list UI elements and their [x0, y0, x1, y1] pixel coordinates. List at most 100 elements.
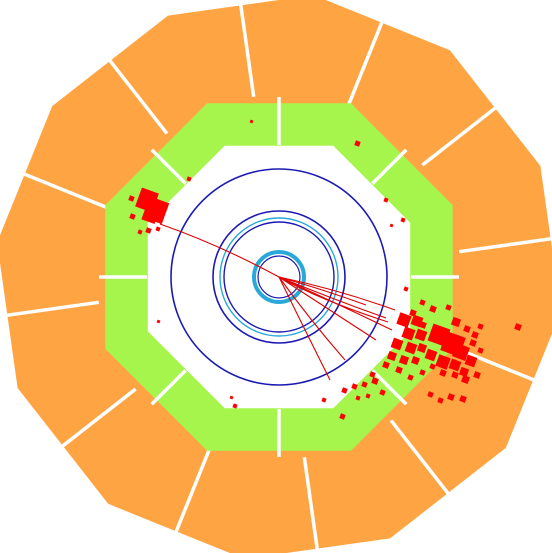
- energy-cell: [450, 316, 462, 328]
- energy-cell: [429, 305, 437, 313]
- energy-cell: [386, 350, 398, 362]
- energy-cell: [129, 213, 136, 220]
- energy-cell: [369, 371, 376, 378]
- energy-cell: [365, 393, 371, 399]
- energy-deposits: [128, 119, 522, 420]
- outer-segment-divider: [238, 0, 256, 98]
- outer-segment-divider: [302, 456, 320, 553]
- inner-segment-divider: [371, 369, 408, 406]
- tracker-outer-ring: [170, 168, 388, 386]
- outer-segment-divider: [7, 165, 111, 211]
- energy-cell: [458, 366, 470, 378]
- energy-cell: [249, 119, 254, 124]
- particle-track: [159, 223, 280, 278]
- energy-cell: [437, 397, 444, 404]
- beam-pipe-ring: [257, 255, 301, 299]
- particle-track: [278, 276, 331, 381]
- energy-cell: [414, 328, 428, 342]
- energy-cell: [128, 195, 135, 202]
- energy-cell: [514, 323, 522, 331]
- energy-cell: [382, 361, 390, 369]
- particle-track: [278, 276, 367, 306]
- tracker-layers: [170, 168, 388, 386]
- outer-segment-divider: [167, 445, 213, 549]
- energy-cell: [232, 403, 238, 409]
- inner-calorimeter-dividers: [99, 97, 459, 457]
- energy-cell: [371, 377, 379, 385]
- energy-cell: [473, 371, 481, 379]
- energy-cell: [461, 375, 470, 384]
- outer-segment-divider: [0, 300, 100, 318]
- energy-cell: [424, 348, 438, 362]
- energy-cell: [409, 309, 417, 317]
- outer-segment-divider: [97, 45, 169, 135]
- energy-cell: [403, 286, 409, 292]
- energy-cell: [447, 393, 455, 401]
- energy-cell: [439, 369, 447, 377]
- energy-cell: [383, 197, 389, 203]
- outer-segment-divider: [47, 387, 137, 459]
- energy-cell: [321, 397, 327, 403]
- inner-segment-divider: [150, 148, 187, 185]
- energy-cell: [477, 347, 484, 354]
- energy-cell: [361, 381, 368, 388]
- energy-cell: [156, 319, 161, 324]
- energy-cell: [459, 395, 467, 403]
- energy-cell: [400, 217, 406, 223]
- tracker-middle-ring: [212, 210, 346, 344]
- energy-cell: [137, 229, 143, 235]
- outer-segment-divider: [458, 236, 552, 254]
- energy-cell: [419, 321, 427, 329]
- energy-cell: [155, 226, 161, 232]
- inner-segment-divider: [150, 369, 187, 406]
- energy-cell: [442, 338, 454, 350]
- energy-cell: [229, 395, 234, 400]
- energy-cell: [435, 354, 451, 370]
- energy-cell: [398, 354, 410, 366]
- tracker-inner-ring: [223, 221, 335, 333]
- energy-cell: [445, 304, 452, 311]
- energy-cell: [407, 374, 414, 381]
- inner-segment-divider: [371, 148, 408, 185]
- energy-cell: [401, 326, 416, 341]
- particle-track: [278, 276, 377, 341]
- energy-cell: [389, 223, 394, 228]
- energy-cell: [419, 299, 426, 306]
- energy-cell: [379, 389, 386, 396]
- energy-cell: [464, 354, 478, 368]
- energy-cell: [448, 358, 462, 372]
- energy-cell: [404, 341, 418, 355]
- energy-cell: [396, 312, 412, 328]
- particle-tracks: [159, 223, 396, 381]
- energy-cell: [452, 343, 470, 361]
- particle-track: [278, 276, 389, 323]
- energy-cell: [477, 323, 484, 330]
- vertex-detector-ring: [252, 250, 306, 304]
- energy-cell: [451, 371, 459, 379]
- energy-cell: [427, 391, 434, 398]
- particle-track: [278, 276, 396, 311]
- outer-segment-divider: [345, 5, 391, 109]
- energy-cell: [395, 366, 403, 374]
- tracker-mid-inner-ring: [219, 217, 339, 337]
- energy-cell: [341, 387, 348, 394]
- energy-cell: [339, 413, 346, 420]
- energy-cell: [390, 337, 404, 351]
- energy-cell: [411, 356, 420, 365]
- particle-track: [278, 276, 387, 319]
- energy-cell: [416, 342, 428, 354]
- energy-cell: [355, 395, 361, 401]
- energy-cell: [145, 227, 152, 234]
- energy-cell: [419, 369, 426, 376]
- energy-cell: [186, 176, 192, 182]
- energy-cell: [354, 140, 361, 147]
- particle-track: [278, 276, 346, 361]
- energy-cell: [351, 383, 358, 390]
- outer-segment-divider: [389, 419, 461, 509]
- energy-cell: [141, 207, 159, 225]
- energy-cell: [469, 339, 477, 347]
- energy-cell: [471, 331, 479, 339]
